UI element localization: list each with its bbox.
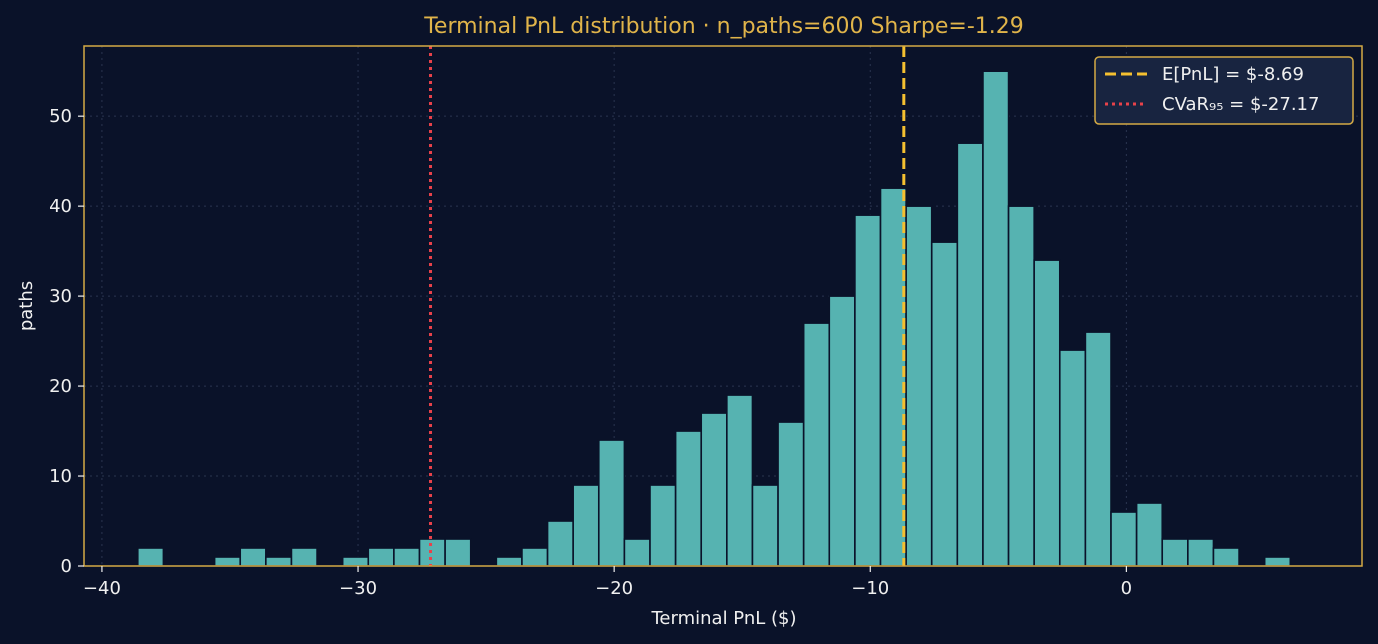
histogram-bar-32 bbox=[956, 142, 984, 567]
histogram-bar-25 bbox=[777, 421, 805, 567]
x-tick-label-0: −40 bbox=[83, 578, 121, 599]
histogram-bar-5 bbox=[265, 556, 293, 567]
histogram-bar-29 bbox=[879, 187, 907, 567]
histogram-bar-12 bbox=[444, 538, 472, 567]
histogram-bar-19 bbox=[623, 538, 651, 567]
legend-box bbox=[1094, 56, 1354, 125]
histogram-bar-16 bbox=[546, 520, 574, 567]
histogram-bar-10 bbox=[393, 547, 421, 567]
x-axis-label: Terminal PnL ($) bbox=[651, 608, 797, 629]
x-axis-ticks: −40 −30 −20 −10 0 bbox=[83, 566, 1132, 599]
histogram-bar-42 bbox=[1212, 547, 1240, 567]
histogram-bar-26 bbox=[802, 322, 831, 567]
histogram-bar-35 bbox=[1033, 259, 1061, 567]
histogram-bar-21 bbox=[674, 430, 703, 567]
histogram-bar-24 bbox=[751, 484, 779, 567]
y-tick-label-5: 50 bbox=[49, 106, 72, 127]
legend-cvar-label: CVaR₉₅ = $-27.17 bbox=[1162, 94, 1319, 115]
x-tick-label-3: −10 bbox=[851, 578, 889, 599]
histogram-bar-14 bbox=[495, 556, 523, 567]
x-tick-label-4: 0 bbox=[1121, 578, 1132, 599]
histogram-bar-40 bbox=[1161, 538, 1189, 567]
histogram-bar-20 bbox=[649, 484, 677, 567]
histogram-bar-4 bbox=[239, 547, 267, 567]
histogram-bar-27 bbox=[828, 295, 856, 567]
y-tick-label-0: 0 bbox=[61, 556, 72, 577]
histogram-bar-15 bbox=[521, 547, 549, 567]
y-tick-label-3: 30 bbox=[49, 286, 72, 307]
histogram-bar-0 bbox=[136, 547, 165, 567]
legend-mean-label: E[PnL] = $-8.69 bbox=[1162, 64, 1304, 85]
histogram-bar-23 bbox=[726, 394, 754, 567]
histogram-bar-17 bbox=[572, 484, 600, 567]
chart-title: Terminal PnL distribution · n_paths=600 … bbox=[423, 14, 1024, 39]
y-tick-label-2: 20 bbox=[49, 376, 72, 397]
histogram-bar-18 bbox=[597, 439, 626, 567]
plot-frame bbox=[83, 45, 1363, 567]
histogram-bar-11 bbox=[418, 538, 446, 567]
histogram-bar-8 bbox=[341, 556, 370, 567]
y-axis-ticks: 0 10 20 30 40 50 bbox=[49, 106, 84, 577]
histogram-bar-41 bbox=[1187, 538, 1215, 567]
x-tick-label-1: −30 bbox=[339, 578, 377, 599]
histogram-bars bbox=[136, 70, 1292, 567]
histogram-bar-9 bbox=[367, 547, 395, 567]
histogram-bar-34 bbox=[1007, 205, 1035, 567]
histogram-bar-38 bbox=[1110, 511, 1138, 567]
y-tick-label-4: 40 bbox=[49, 196, 72, 217]
histogram-bar-44 bbox=[1263, 556, 1292, 567]
histogram-bar-6 bbox=[290, 547, 318, 567]
reference-lines bbox=[429, 46, 906, 566]
y-axis-label: paths bbox=[16, 281, 37, 331]
histogram-bar-39 bbox=[1135, 502, 1164, 567]
histogram-bar-36 bbox=[1058, 349, 1087, 567]
histogram-bar-3 bbox=[213, 556, 242, 567]
histogram-bar-28 bbox=[854, 214, 882, 567]
histogram-bar-30 bbox=[905, 205, 933, 567]
x-tick-label-2: −20 bbox=[595, 578, 633, 599]
histogram-bar-33 bbox=[982, 70, 1010, 567]
y-tick-label-1: 10 bbox=[49, 466, 72, 487]
histogram-bar-37 bbox=[1084, 331, 1112, 567]
histogram-bar-31 bbox=[930, 241, 959, 567]
legend: E[PnL] = $-8.69 CVaR₉₅ = $-27.17 bbox=[1094, 56, 1354, 125]
histogram-bar-22 bbox=[700, 412, 728, 567]
